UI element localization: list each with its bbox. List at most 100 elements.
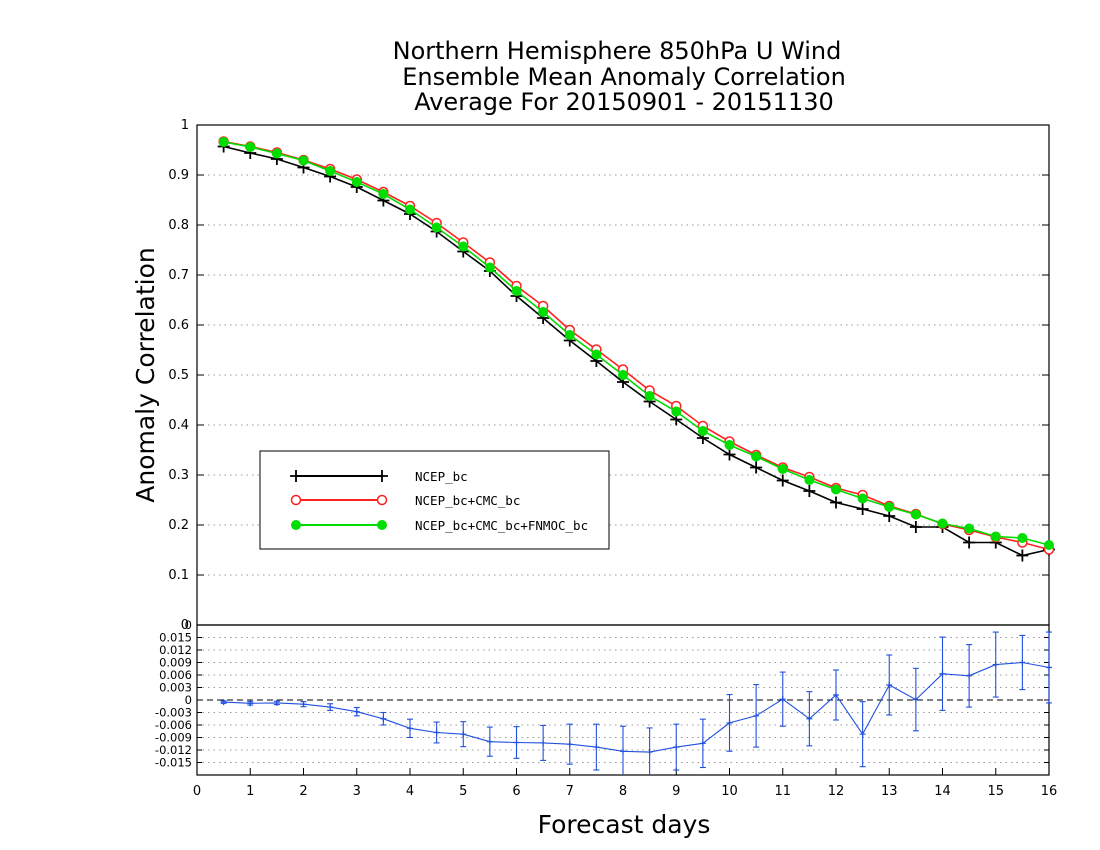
y-tick-label: 0.003 [159, 681, 192, 695]
y-tick-label: -0.015 [155, 756, 192, 770]
data-point-filled-circle [538, 307, 549, 317]
data-point-plus [779, 696, 786, 703]
y-tick-label: 0.009 [159, 656, 192, 670]
data-point-filled-circle [271, 148, 282, 159]
x-tick-label: 5 [459, 784, 467, 799]
y-tick-label: 0.1 [168, 568, 189, 583]
bottom-y-ticks: 0.0150.0120.0090.0060.0030-0.003-0.006-0… [155, 618, 1049, 770]
legend-open-circle-marker [290, 494, 302, 506]
x-tick-label: 3 [353, 784, 361, 799]
x-ticks: 0 1 2 3 4 5 6 7 8 9 10 11 12 13 14 15 16 [193, 768, 1057, 799]
data-point-filled-circle [644, 391, 655, 401]
data-point-filled-circle [218, 137, 229, 147]
data-point-filled-circle [964, 523, 975, 534]
legend-filled-circle-marker [291, 520, 301, 530]
difference-series-1 [220, 631, 1052, 775]
data-point-plus [460, 731, 467, 738]
title-line-2: Ensemble Mean Anomaly Correlation [402, 63, 846, 91]
y-tick-label: 0.4 [168, 418, 189, 433]
x-tick-label: 10 [721, 784, 738, 799]
title-line-1: Northern Hemisphere 850hPa U Wind [393, 37, 842, 65]
data-point-filled-circle [831, 484, 841, 495]
y-tick-label: 0.015 [159, 631, 192, 645]
data-point-filled-circle [910, 509, 921, 520]
data-point-filled-circle [1017, 533, 1028, 543]
data-point-plus [833, 692, 839, 698]
data-point-plus [776, 474, 789, 487]
data-point-filled-circle [1044, 540, 1054, 550]
data-point-plus [593, 744, 600, 751]
data-point-filled-circle [751, 451, 762, 462]
data-point-filled-circle [857, 493, 868, 504]
legend-item-1: NCEP_bc [290, 469, 468, 484]
data-point-plus [486, 738, 493, 745]
data-point-plus [540, 739, 547, 746]
y-axis-label: Anomaly Correlation [131, 247, 160, 502]
y-tick-label: 0.2 [168, 518, 189, 533]
y-tick-label: 0 [185, 618, 192, 632]
x-tick-label: 13 [881, 784, 898, 799]
y-tick-label: 1 [181, 118, 189, 133]
data-point-plus [566, 741, 573, 748]
title-line-3: Average For 20150901 - 20151130 [414, 88, 834, 116]
data-point-filled-circle [618, 370, 628, 380]
y-tick-label: 0.7 [168, 268, 189, 283]
legend-plus-marker [290, 470, 388, 482]
data-point-filled-circle [724, 440, 735, 450]
series-3 [218, 137, 1054, 550]
y-tick-label: 0.012 [159, 643, 192, 657]
x-tick-label: 7 [566, 784, 574, 799]
bottom-gridlines [197, 637, 1049, 763]
data-point-plus [1019, 659, 1026, 666]
legend-label-ncep-cmc: NCEP_bc+CMC_bc [415, 493, 520, 508]
x-axis-label: Forecast days [538, 810, 711, 839]
data-point-plus [966, 672, 973, 679]
data-point-plus [273, 699, 280, 706]
data-point-plus [433, 729, 440, 736]
difference-line [223, 661, 1050, 753]
data-point-filled-circle [804, 475, 815, 485]
legend-open-circle-marker [376, 494, 388, 506]
data-point-plus [912, 696, 919, 703]
data-point-filled-circle [671, 406, 682, 417]
data-point-plus [830, 496, 842, 509]
data-point-plus [909, 521, 922, 533]
y-tick-label: 0.006 [159, 668, 192, 682]
x-tick-label: 2 [299, 784, 307, 799]
data-point-filled-circle [405, 204, 415, 215]
data-point-filled-circle [511, 286, 522, 296]
y-tick-label: 0.3 [168, 468, 189, 483]
data-point-plus [513, 739, 520, 746]
legend-label-ncep-cmc-fnmoc: NCEP_bc+CMC_bc+FNMOC_bc [415, 518, 588, 533]
x-tick-label: 1 [246, 784, 254, 799]
y-tick-label: -0.003 [155, 706, 192, 720]
y-tick-label: 0.5 [168, 368, 189, 383]
y-tick-label: 0 [181, 618, 189, 633]
x-tick-label: 8 [619, 784, 627, 799]
data-point-filled-circle [591, 349, 602, 360]
bottom-series-group [220, 631, 1052, 775]
data-point-plus [327, 704, 334, 711]
data-point-plus [859, 731, 866, 738]
data-point-filled-circle [351, 177, 362, 187]
x-tick-label: 11 [774, 784, 791, 799]
x-tick-label: 6 [512, 784, 520, 799]
data-point-filled-circle [298, 155, 309, 166]
data-point-plus [247, 700, 254, 707]
x-tick-label: 12 [828, 784, 845, 799]
top-series-group [217, 136, 1055, 562]
data-point-plus [646, 749, 653, 756]
data-point-filled-circle [484, 262, 495, 273]
chart-title: Northern Hemisphere 850hPa U Wind Ensemb… [393, 37, 846, 116]
x-tick-label: 9 [672, 784, 680, 799]
data-point-plus [856, 503, 869, 515]
data-point-plus [353, 708, 360, 715]
data-point-plus [992, 661, 999, 668]
y-tick-label: 0.9 [168, 168, 189, 183]
y-tick-label: 0.8 [168, 218, 189, 233]
data-point-plus [407, 725, 413, 732]
data-point-plus [750, 461, 763, 474]
y-tick-label: -0.012 [155, 743, 192, 757]
y-tick-label: -0.009 [155, 731, 192, 745]
